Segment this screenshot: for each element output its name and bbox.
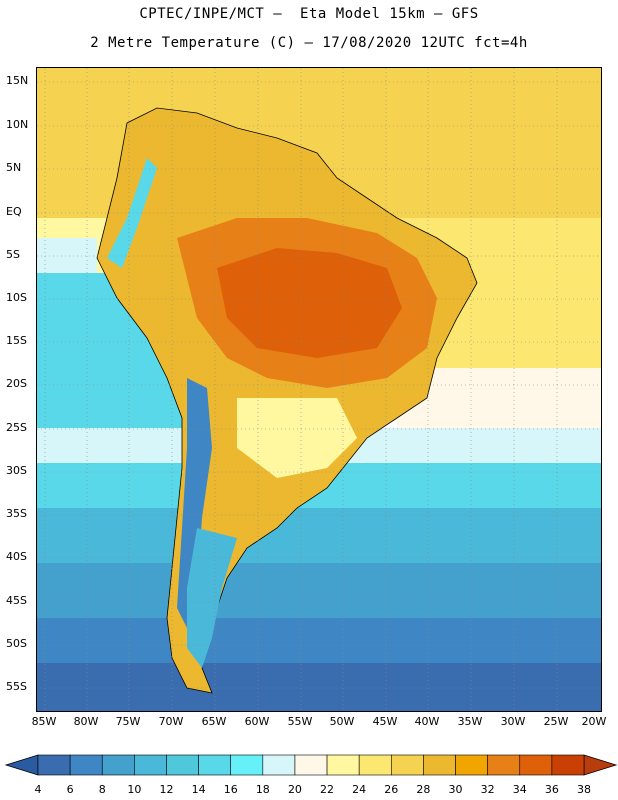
colorbar-label: 20: [287, 783, 302, 796]
lat-label: 25S: [6, 421, 27, 434]
colorbar-label: 22: [320, 783, 335, 796]
colorbar-label: 30: [448, 783, 463, 796]
ocean-band: [37, 663, 601, 711]
colorbar-cell: [358, 754, 392, 776]
lat-label: 35S: [6, 507, 27, 520]
andes-north: [107, 158, 157, 268]
colorbar-label: 14: [191, 783, 206, 796]
lat-label: 40S: [6, 550, 27, 563]
lat-label: 45S: [6, 594, 27, 607]
andes-cold: [177, 378, 212, 628]
colorbar-cell: [37, 754, 71, 776]
lon-label: 20W: [581, 715, 607, 728]
lon-label: 65W: [201, 715, 227, 728]
colorbar-cell: [166, 754, 199, 776]
colorbar-label: 36: [544, 783, 559, 796]
colorbar-cell: [390, 754, 424, 776]
patagonia: [187, 528, 237, 668]
colorbar-label: 38: [577, 783, 591, 796]
colorbar-label: 6: [66, 783, 74, 796]
ocean-band: [37, 618, 601, 668]
lon-label: 75W: [115, 715, 141, 728]
colorbar-cell: [69, 754, 103, 776]
lat-label: 15N: [6, 74, 29, 87]
colorbar-min-arrow: [4, 754, 39, 776]
lon-label: 80W: [73, 715, 99, 728]
colorbar-cell: [198, 754, 232, 776]
colorbar-label: 26: [384, 783, 399, 796]
colorbar-cell: [326, 754, 360, 776]
colorbar-cell: [134, 754, 167, 776]
lon-label: 60W: [244, 715, 270, 728]
lon-label: 25W: [543, 715, 569, 728]
lat-label: 5N: [6, 161, 22, 174]
ocean-band: [37, 238, 97, 278]
lon-label: 45W: [372, 715, 398, 728]
colorbar-label: 18: [255, 783, 270, 796]
lon-label: 55W: [287, 715, 313, 728]
lon-label: 30W: [500, 715, 526, 728]
lat-label: 5S: [6, 248, 20, 261]
colorbar-label: 32: [480, 783, 495, 796]
south-cool-land: [237, 398, 357, 478]
lon-label: 85W: [31, 715, 57, 728]
lat-label: 20S: [6, 377, 27, 390]
map-title-line2: 2 Metre Temperature (C) – 17/08/2020 12U…: [90, 35, 528, 51]
lon-label: 70W: [158, 715, 184, 728]
lat-label: 15S: [6, 334, 27, 347]
colorbar-label: 16: [223, 783, 238, 796]
lat-label: 50S: [6, 637, 27, 650]
colorbar-cell: [455, 754, 488, 776]
colorbar-label: 8: [98, 783, 106, 796]
lat-label: EQ: [6, 205, 22, 218]
map-title-line1: CPTEC/INPE/MCT – Eta Model 15km – GFS: [139, 6, 479, 22]
colorbar-max-arrow: [583, 754, 618, 776]
lon-label: 35W: [457, 715, 483, 728]
colorbar-cell: [262, 754, 296, 776]
colorbar-label: 34: [512, 783, 527, 796]
lat-label: 10S: [6, 291, 27, 304]
colorbar-cell: [519, 754, 553, 776]
colorbar-label: 12: [159, 783, 174, 796]
color-scale-bar: [4, 754, 618, 776]
lat-label: 10N: [6, 118, 29, 131]
lon-label: 40W: [414, 715, 440, 728]
ocean-band: [37, 508, 601, 568]
colorbar-cell: [101, 754, 135, 776]
colorbar-cell: [294, 754, 328, 776]
colorbar-cell: [551, 754, 585, 776]
lon-label: 50W: [329, 715, 355, 728]
lat-label: 55S: [6, 680, 27, 693]
colorbar-cell: [230, 754, 264, 776]
hottest-core: [217, 248, 402, 358]
lat-label: 30S: [6, 464, 27, 477]
colorbar-cell: [423, 754, 456, 776]
colorbar-label: 4: [34, 783, 42, 796]
temperature-map: [36, 67, 602, 712]
colorbar-label: 28: [416, 783, 431, 796]
colorbar-cell: [487, 754, 521, 776]
colorbar-label: 24: [352, 783, 367, 796]
colorbar-label: 10: [127, 783, 142, 796]
ocean-band: [37, 563, 601, 623]
